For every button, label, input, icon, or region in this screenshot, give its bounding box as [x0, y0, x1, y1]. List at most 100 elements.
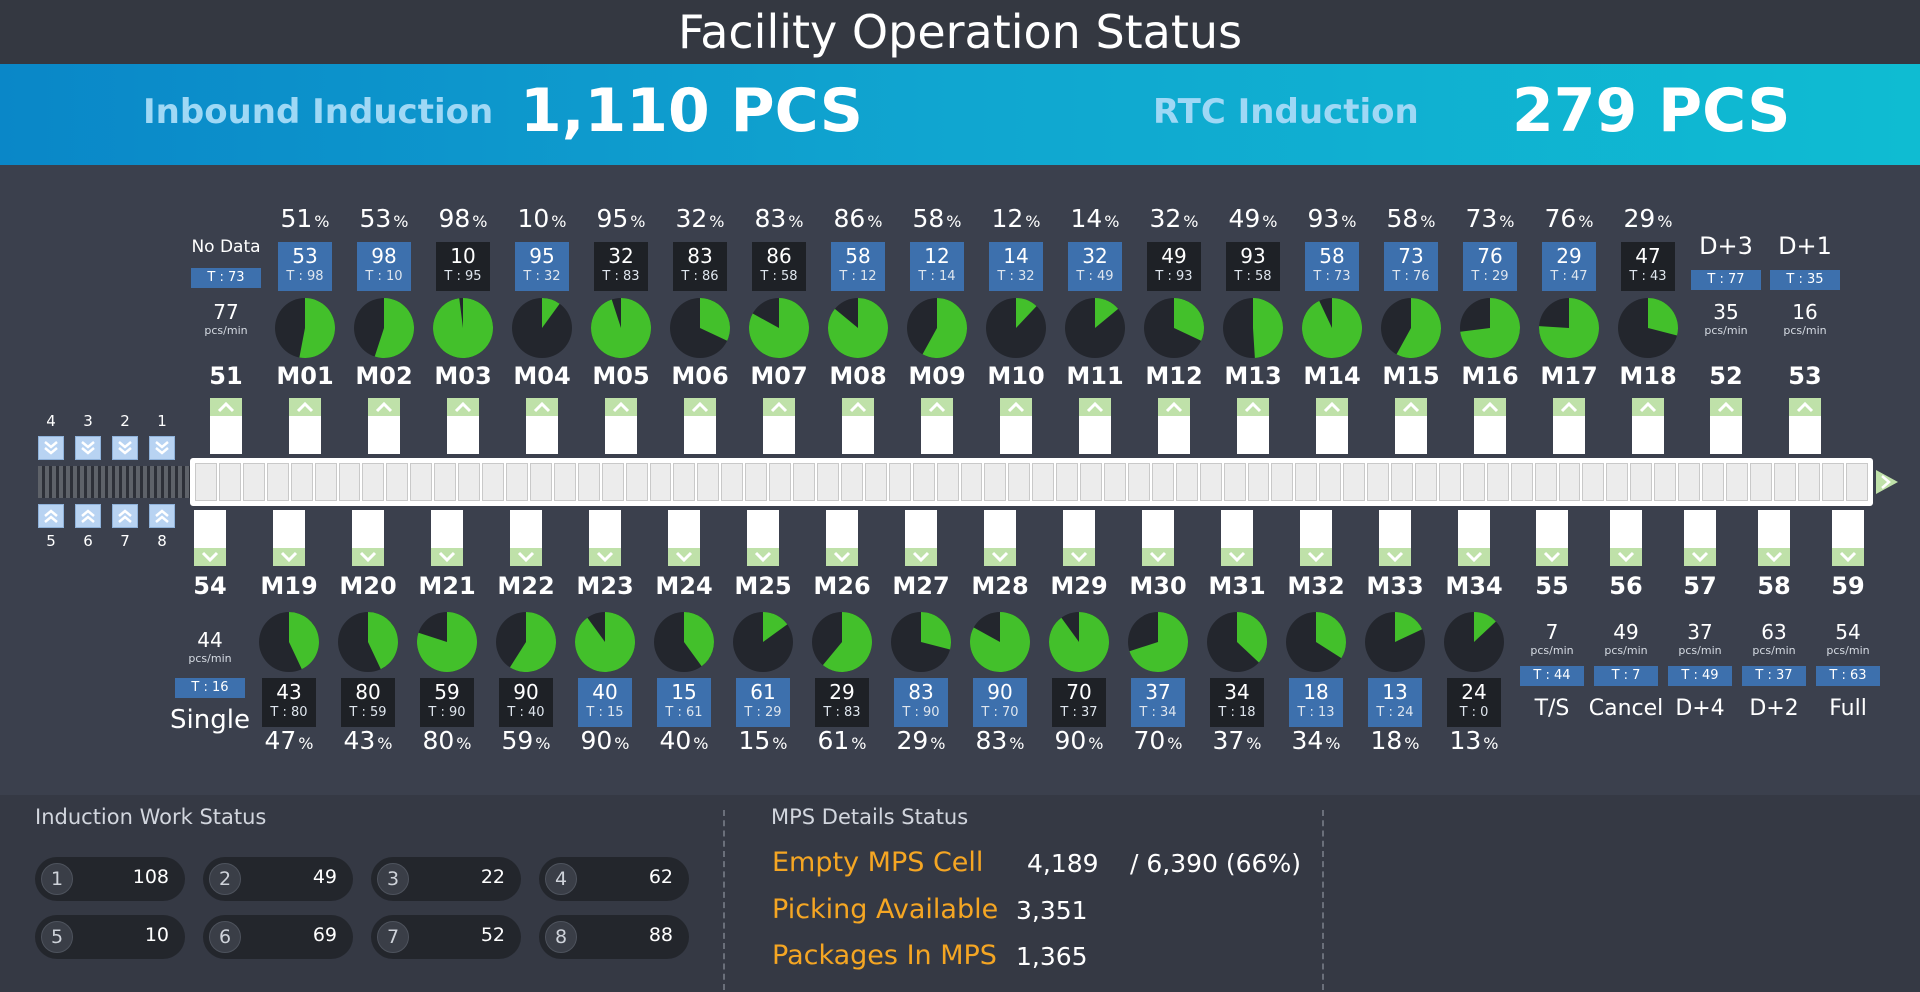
induction-chip-6[interactable]: 6 69 — [203, 915, 353, 959]
count-box-M14[interactable]: 58 T : 73 — [1305, 242, 1359, 291]
chute-M16[interactable] — [1474, 398, 1506, 454]
count-box-M32[interactable]: 18 T : 13 — [1289, 678, 1343, 727]
chute-M25[interactable] — [747, 510, 779, 566]
chute-M02[interactable] — [368, 398, 400, 454]
double-chevron-up-icon[interactable] — [112, 504, 138, 528]
t-value: T : 61 — [665, 705, 703, 720]
count-box-M28[interactable]: 90 T : 70 — [973, 678, 1027, 727]
conveyor-cell — [1247, 463, 1270, 501]
chute-M13[interactable] — [1237, 398, 1269, 454]
count-box-M05[interactable]: 32 T : 83 — [594, 242, 648, 291]
chute-52[interactable] — [1710, 398, 1742, 454]
chute-M28[interactable] — [984, 510, 1016, 566]
chute-M32[interactable] — [1300, 510, 1332, 566]
chute-M26[interactable] — [826, 510, 858, 566]
chute-M34[interactable] — [1458, 510, 1490, 566]
chute-58[interactable] — [1758, 510, 1790, 566]
count-box-M18[interactable]: 47 T : 43 — [1621, 242, 1675, 291]
chute-M08[interactable] — [842, 398, 874, 454]
double-chevron-down-icon[interactable] — [38, 436, 64, 460]
induction-chip-1[interactable]: 1 108 — [35, 857, 185, 901]
induction-chip-5[interactable]: 5 10 — [35, 915, 185, 959]
chute-M19[interactable] — [273, 510, 305, 566]
count-box-M19[interactable]: 43 T : 80 — [262, 678, 316, 727]
station-rate-53: 16 pcs/min — [1765, 300, 1845, 338]
count-box-M06[interactable]: 83 T : 86 — [673, 242, 727, 291]
count-box-M30[interactable]: 37 T : 34 — [1131, 678, 1185, 727]
chute-M31[interactable] — [1221, 510, 1253, 566]
count-box-M03[interactable]: 10 T : 95 — [436, 242, 490, 291]
double-chevron-down-icon[interactable] — [149, 436, 175, 460]
chute-M05[interactable] — [605, 398, 637, 454]
count-box-M13[interactable]: 93 T : 58 — [1226, 242, 1280, 291]
induction-chip-3[interactable]: 3 22 — [371, 857, 521, 901]
pie-fill — [1302, 298, 1363, 358]
count-box-M25[interactable]: 61 T : 29 — [736, 678, 790, 727]
chute-M09[interactable] — [921, 398, 953, 454]
count-box-M34[interactable]: 24 T : 0 — [1447, 678, 1501, 727]
count-box-M15[interactable]: 73 T : 76 — [1384, 242, 1438, 291]
chute-M27[interactable] — [905, 510, 937, 566]
chute-55[interactable] — [1536, 510, 1568, 566]
induction-chip-4[interactable]: 4 62 — [539, 857, 689, 901]
count-box-M23[interactable]: 40 T : 15 — [578, 678, 632, 727]
double-chevron-down-icon[interactable] — [75, 436, 101, 460]
induction-chip-8[interactable]: 8 88 — [539, 915, 689, 959]
chute-M18[interactable] — [1632, 398, 1664, 454]
chute-M03[interactable] — [447, 398, 479, 454]
induction-chip-2[interactable]: 2 49 — [203, 857, 353, 901]
double-chevron-up-icon[interactable] — [75, 504, 101, 528]
count-box-M31[interactable]: 34 T : 18 — [1210, 678, 1264, 727]
chute-M23[interactable] — [589, 510, 621, 566]
chute-M29[interactable] — [1063, 510, 1095, 566]
count-box-M24[interactable]: 15 T : 61 — [657, 678, 711, 727]
chute-M22[interactable] — [510, 510, 542, 566]
chute-M21[interactable] — [431, 510, 463, 566]
chute-M17[interactable] — [1553, 398, 1585, 454]
count-box-M04[interactable]: 95 T : 32 — [515, 242, 569, 291]
chute-M07[interactable] — [763, 398, 795, 454]
chute-57[interactable] — [1684, 510, 1716, 566]
count-box-M16[interactable]: 76 T : 29 — [1463, 242, 1517, 291]
chute-M10[interactable] — [1000, 398, 1032, 454]
station-dest-56: Cancel — [1588, 696, 1664, 721]
count-box-M08[interactable]: 58 T : 12 — [831, 242, 885, 291]
chute-M01[interactable] — [289, 398, 321, 454]
count-box-M07[interactable]: 86 T : 58 — [752, 242, 806, 291]
count-box-M02[interactable]: 98 T : 10 — [357, 242, 411, 291]
chute-53[interactable] — [1789, 398, 1821, 454]
chute-51[interactable] — [210, 398, 242, 454]
count-box-M21[interactable]: 59 T : 90 — [420, 678, 474, 727]
chute-M15[interactable] — [1395, 398, 1427, 454]
double-chevron-up-icon[interactable] — [38, 504, 64, 528]
double-chevron-down-icon[interactable] — [112, 436, 138, 460]
count-box-M26[interactable]: 29 T : 83 — [815, 678, 869, 727]
count-box-M33[interactable]: 13 T : 24 — [1368, 678, 1422, 727]
count-box-M09[interactable]: 12 T : 14 — [910, 242, 964, 291]
count-box-M20[interactable]: 80 T : 59 — [341, 678, 395, 727]
chute-M24[interactable] — [668, 510, 700, 566]
chute-M14[interactable] — [1316, 398, 1348, 454]
chute-M30[interactable] — [1142, 510, 1174, 566]
count-box-M12[interactable]: 49 T : 93 — [1147, 242, 1201, 291]
chute-M04[interactable] — [526, 398, 558, 454]
count-box-M29[interactable]: 70 T : 37 — [1052, 678, 1106, 727]
count-box-M22[interactable]: 90 T : 40 — [499, 678, 553, 727]
pie-fill — [1049, 612, 1110, 672]
chute-M33[interactable] — [1379, 510, 1411, 566]
chute-M12[interactable] — [1158, 398, 1190, 454]
count-box-M10[interactable]: 14 T : 32 — [989, 242, 1043, 291]
double-chevron-up-icon[interactable] — [149, 504, 175, 528]
chute-56[interactable] — [1610, 510, 1642, 566]
chute-M11[interactable] — [1079, 398, 1111, 454]
count-box-M11[interactable]: 32 T : 49 — [1068, 242, 1122, 291]
count-box-M17[interactable]: 29 T : 47 — [1542, 242, 1596, 291]
chute-M20[interactable] — [352, 510, 384, 566]
chute-59[interactable] — [1832, 510, 1864, 566]
utilization-pct-M07: 83% — [754, 204, 804, 233]
induction-chip-7[interactable]: 7 52 — [371, 915, 521, 959]
count-box-M27[interactable]: 83 T : 90 — [894, 678, 948, 727]
chute-54[interactable] — [194, 510, 226, 566]
chute-M06[interactable] — [684, 398, 716, 454]
count-box-M01[interactable]: 53 T : 98 — [278, 242, 332, 291]
